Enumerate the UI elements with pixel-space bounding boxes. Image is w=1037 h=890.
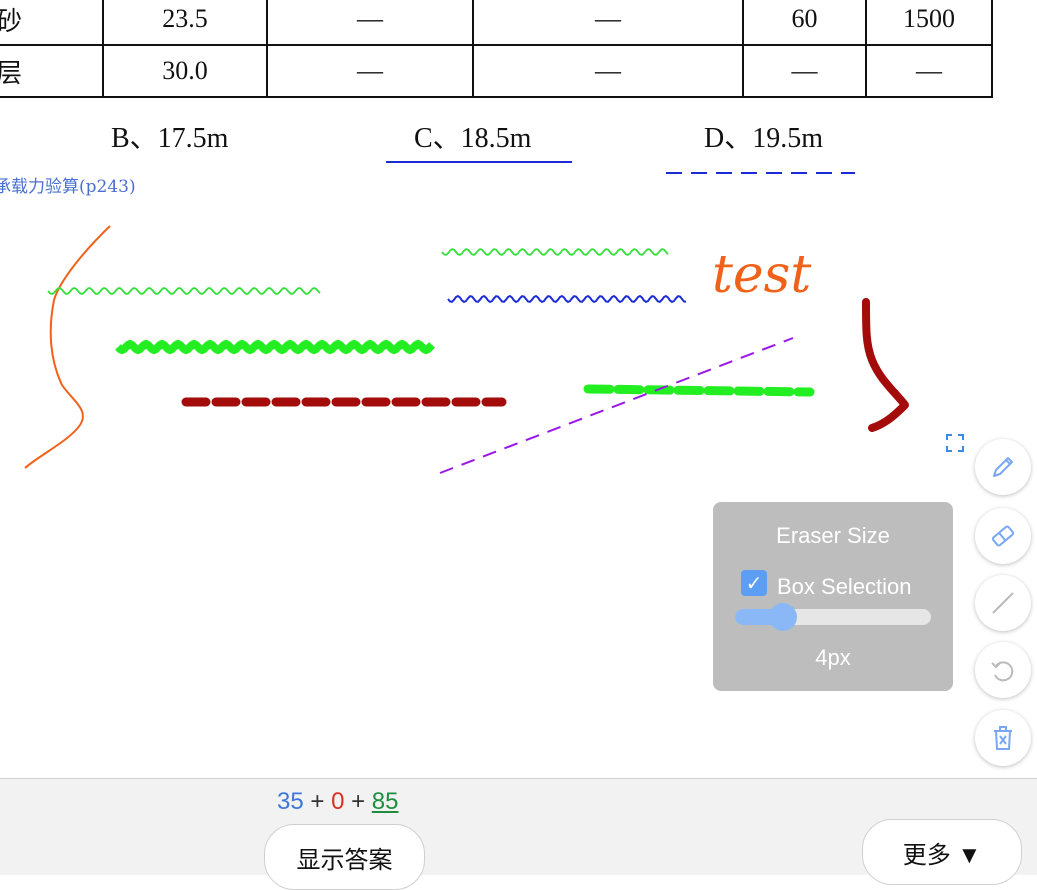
slider-thumb[interactable]	[768, 603, 797, 631]
option-b: B、17.5m	[111, 123, 229, 154]
box-selection-checkbox[interactable]: ✓	[741, 570, 767, 596]
wavy-blue-stroke	[447, 294, 687, 304]
table-cell: 砂	[0, 0, 104, 46]
table-cell: —	[266, 44, 474, 98]
box-selection-label: Box Selection	[777, 574, 912, 599]
score-correct: 35	[277, 788, 304, 815]
question-table: 砂 23.5 — — 60 1500 层 30.0 — — — —	[0, 0, 993, 98]
table-cell: —	[865, 44, 993, 98]
undo-icon	[991, 661, 1014, 682]
delete-tool-button[interactable]	[975, 710, 1031, 766]
undo-tool-button[interactable]	[975, 642, 1031, 698]
line-icon	[992, 592, 1014, 614]
eraser-icon	[991, 525, 1015, 547]
table-cell: 30.0	[102, 44, 268, 98]
table-cell: —	[472, 0, 744, 46]
eraser-tool-button[interactable]	[975, 508, 1031, 564]
freehand-darkred-stroke	[862, 298, 909, 432]
table-cell: —	[742, 44, 867, 98]
score-total[interactable]: 85	[371, 788, 399, 815]
dashed-green-stroke	[583, 384, 815, 397]
table-row: 层 30.0 — — — —	[0, 44, 993, 98]
select-box-icon[interactable]	[946, 434, 964, 452]
show-answer-button[interactable]: 显示答案	[264, 824, 425, 890]
wavy-green-stroke-thick	[115, 339, 435, 355]
section-link[interactable]: 承载力验算(p243)	[0, 177, 136, 197]
pencil-icon	[993, 457, 1013, 477]
line-tool-button[interactable]	[975, 575, 1031, 631]
eraser-settings-panel: Eraser Size ✓ Box Selection 4px	[713, 502, 953, 691]
eraser-panel-title: Eraser Size	[776, 523, 890, 548]
more-button[interactable]: 更多 ▼	[862, 819, 1022, 885]
option-c: C、18.5m	[414, 123, 532, 154]
option-d: D、19.5m	[704, 123, 824, 154]
table-cell: 23.5	[102, 0, 268, 46]
table-cell: 层	[0, 44, 104, 98]
score-plus: +	[351, 788, 366, 815]
score-plus: +	[310, 788, 325, 815]
delete-icon	[994, 726, 1012, 750]
score-summary: 35 + 0 + 85	[277, 788, 398, 816]
freehand-orange-stroke	[24, 225, 111, 469]
handwritten-annotation: test	[712, 245, 811, 305]
table-cell: —	[266, 0, 474, 46]
pencil-tool-button[interactable]	[975, 439, 1031, 495]
wavy-green-stroke-thin-right	[441, 248, 669, 256]
score-wrong: 0	[331, 788, 345, 815]
table-cell: 60	[742, 0, 867, 46]
eraser-size-value: 4px	[815, 645, 851, 670]
table-cell: —	[472, 44, 744, 98]
table-row: 砂 23.5 — — 60 1500	[0, 0, 993, 46]
wavy-green-stroke-thin-left	[47, 286, 321, 296]
dashed-purple-stroke	[439, 337, 794, 474]
eraser-size-slider[interactable]	[735, 609, 931, 625]
table-cell: 1500	[865, 0, 993, 46]
